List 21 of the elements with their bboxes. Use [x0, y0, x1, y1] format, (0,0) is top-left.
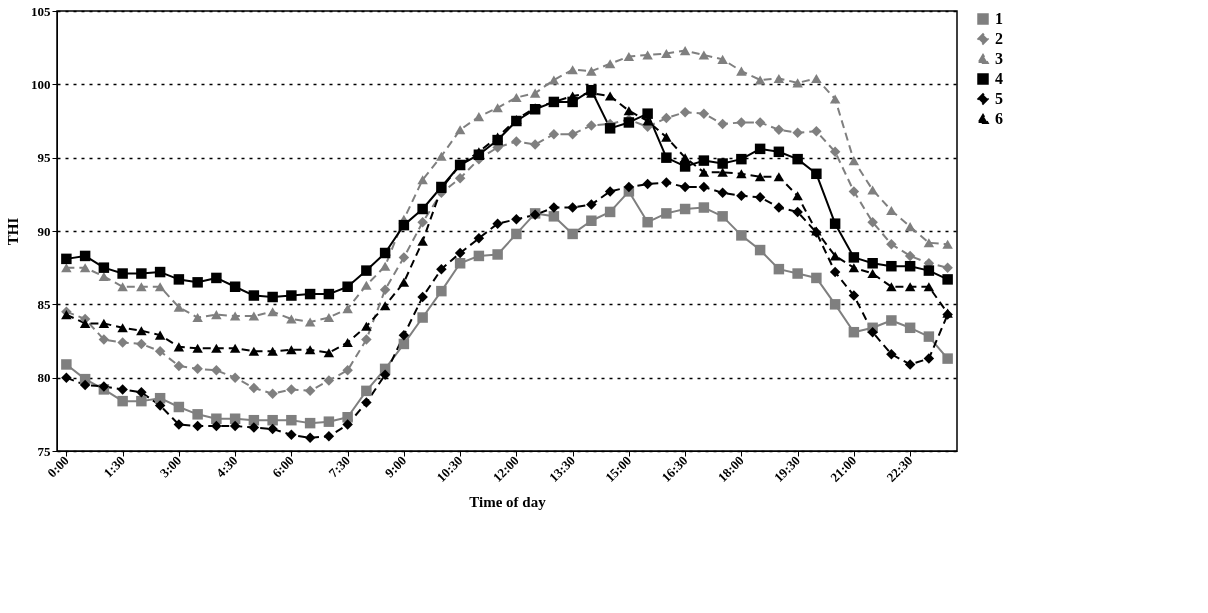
y-tick-label: 85	[37, 296, 51, 312]
legend-label: 3	[995, 50, 1003, 67]
x-tick-label: 4:30	[213, 452, 241, 481]
legend-label: 4	[995, 70, 1003, 87]
y-axis-title: THI	[5, 217, 21, 246]
x-tick-label: 3:00	[156, 452, 185, 481]
legend-label: 1	[995, 10, 1003, 27]
y-tick-label: 80	[37, 370, 51, 386]
x-axis-title: Time of day	[469, 493, 547, 510]
legend-label: 6	[995, 110, 1003, 127]
x-tick-label: 1:30	[100, 452, 129, 481]
legend-label: 5	[995, 90, 1003, 107]
y-tick-label: 90	[37, 223, 51, 239]
x-tick-label: 9:00	[381, 452, 410, 481]
y-tick-label: 105	[31, 3, 51, 19]
x-tick-label: 6:00	[269, 452, 297, 481]
y-tick-label: 95	[37, 150, 51, 166]
x-tick-label: 7:30	[325, 452, 354, 481]
legend-label: 2	[995, 30, 1003, 47]
y-tick-label: 75	[37, 443, 51, 459]
y-tick-label: 100	[31, 76, 51, 92]
